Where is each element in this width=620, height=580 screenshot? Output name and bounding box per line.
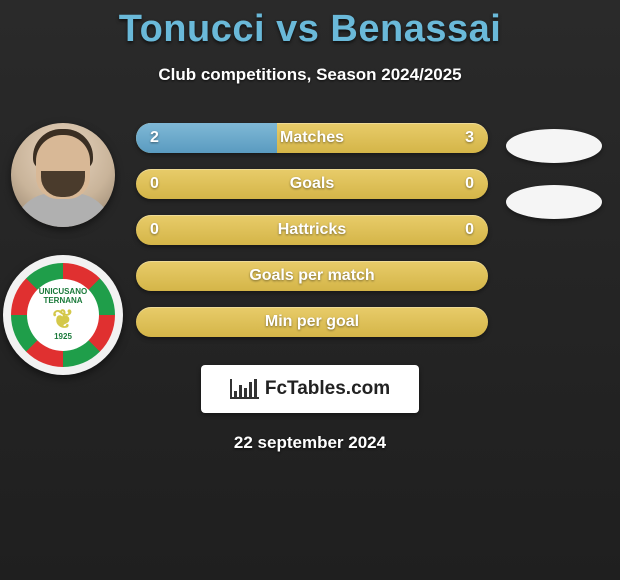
- stat-right-value: 0: [465, 221, 474, 239]
- stat-label: Matches: [280, 129, 344, 147]
- bar-chart-icon: [230, 379, 259, 399]
- stat-label: Goals: [290, 175, 334, 193]
- right-column: [506, 129, 602, 219]
- stat-left-value: 0: [150, 221, 159, 239]
- stat-bar: Min per goal: [136, 307, 488, 337]
- stat-left-value: 0: [150, 175, 159, 193]
- stat-label: Min per goal: [265, 313, 359, 331]
- page-title: Tonucci vs Benassai: [0, 0, 620, 51]
- stat-bar: 0 Hattricks 0: [136, 215, 488, 245]
- stat-label: Goals per match: [249, 267, 374, 285]
- player-avatar: [11, 123, 115, 227]
- stat-right-value: 0: [465, 175, 474, 193]
- comparison-content: UNICUSANO TERNANA ❦ 1925 2 Matches 3 0 Goals…: [0, 123, 620, 453]
- placeholder-badge: [506, 185, 602, 219]
- stat-bar: 0 Goals 0: [136, 169, 488, 199]
- stat-label: Hattricks: [278, 221, 346, 239]
- stat-bars: 2 Matches 3 0 Goals 0 0 Hattricks 0 Goals per mat…: [132, 123, 488, 337]
- subtitle: Club competitions, Season 2024/2025: [0, 65, 620, 85]
- date-text: 22 september 2024: [0, 433, 620, 453]
- stat-bar: Goals per match: [136, 261, 488, 291]
- brand-box: FcTables.com: [201, 365, 419, 413]
- left-column: UNICUSANO TERNANA ❦ 1925: [8, 123, 118, 375]
- club-badge: UNICUSANO TERNANA ❦ 1925: [3, 255, 123, 375]
- stat-right-value: 3: [465, 129, 474, 147]
- stat-left-value: 2: [150, 129, 159, 147]
- brand-name: FcTables.com: [265, 378, 390, 400]
- badge-year: 1925: [54, 333, 72, 342]
- placeholder-avatar: [506, 129, 602, 163]
- badge-emblem-icon: ❦: [52, 306, 74, 332]
- stat-bar: 2 Matches 3: [136, 123, 488, 153]
